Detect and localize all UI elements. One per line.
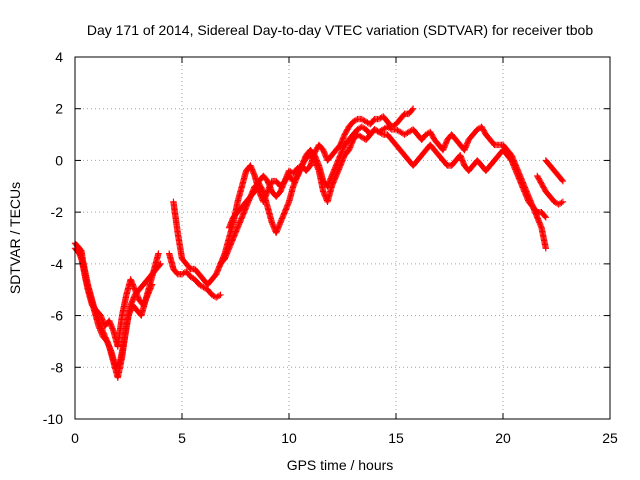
plot-frame xyxy=(74,56,611,420)
series-track-e xyxy=(165,250,224,301)
y-tick-label: 2 xyxy=(55,101,63,117)
data-point-interp xyxy=(387,125,394,132)
data-point-interp xyxy=(541,213,549,220)
y-tick-label: -4 xyxy=(51,256,64,272)
data-point-interp xyxy=(352,116,360,124)
y-tick-labels: -10 -8 -6 -4 -2 0 2 4 xyxy=(43,49,63,427)
x-tick-labels: 0 5 10 15 20 25 xyxy=(71,430,618,446)
series-track-c xyxy=(73,242,162,371)
x-tick-label: 10 xyxy=(281,430,297,446)
y-tick-label: -8 xyxy=(51,359,64,375)
data-point xyxy=(559,177,567,185)
data-point-interp xyxy=(409,106,416,113)
data-point xyxy=(217,291,224,299)
x-tick-label: 25 xyxy=(602,430,618,446)
y-axis-label: SDTVAR / TECUs xyxy=(7,182,23,294)
axis-ticks xyxy=(74,56,611,420)
data-point xyxy=(559,198,567,205)
data-point xyxy=(542,245,549,252)
y-tick-label: -2 xyxy=(51,204,64,220)
x-tick-label: 20 xyxy=(495,430,511,446)
data-point-interp xyxy=(215,292,223,299)
data-point-interp xyxy=(558,176,566,184)
series-track-i xyxy=(542,157,567,185)
x-tick-label: 15 xyxy=(388,430,404,446)
grid-lines xyxy=(75,57,610,419)
data-point xyxy=(542,214,549,221)
y-tick-label: -6 xyxy=(51,308,64,324)
data-point xyxy=(155,250,162,257)
x-tick-label: 5 xyxy=(178,430,186,446)
data-point-interp xyxy=(378,130,385,137)
series-track-h xyxy=(221,126,549,262)
series-track-j xyxy=(534,172,567,208)
chart-title: Day 171 of 2014, Sidereal Day-to-day VTE… xyxy=(87,22,594,38)
data-marks xyxy=(71,105,567,381)
y-tick-label: -10 xyxy=(43,411,63,427)
x-axis-label: GPS time / hours xyxy=(287,457,394,473)
x-tick-label: 0 xyxy=(71,430,79,446)
data-point xyxy=(409,105,417,112)
y-tick-label: 0 xyxy=(55,152,63,168)
data-point-interp xyxy=(558,199,565,206)
y-tick-label: 4 xyxy=(55,49,63,65)
